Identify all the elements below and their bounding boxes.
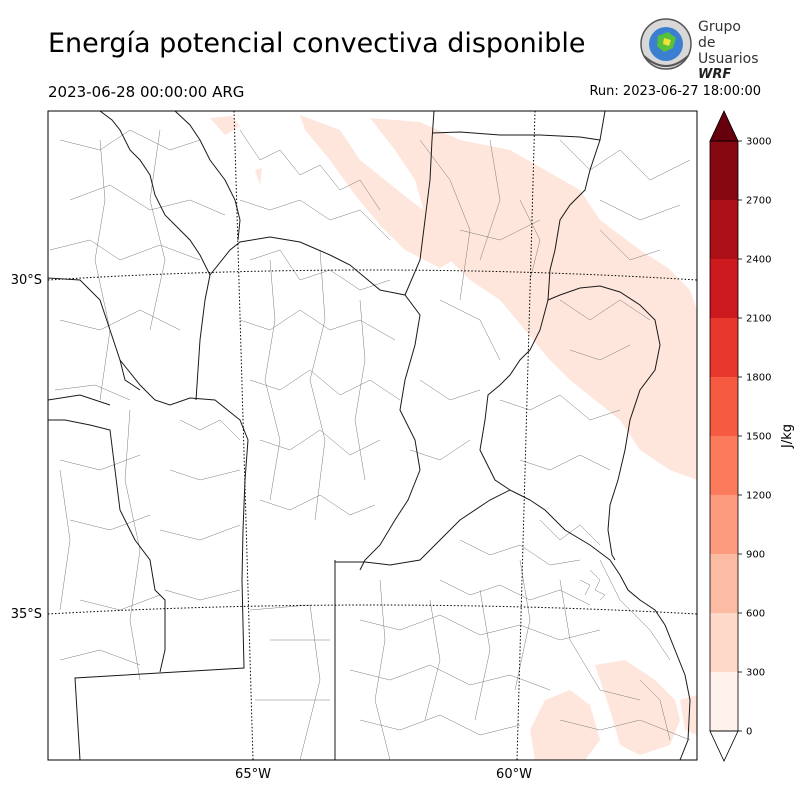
colorbar-bin bbox=[710, 672, 738, 731]
lat-label-30s: 30°S bbox=[11, 273, 42, 288]
colorbar-tick-label: 900 bbox=[746, 550, 765, 561]
globe-icon bbox=[640, 18, 692, 70]
map-frame bbox=[47, 110, 698, 761]
colorbar-bin bbox=[710, 259, 738, 318]
colorbar-tick-label: 1500 bbox=[746, 432, 771, 443]
province-boundaries bbox=[48, 111, 691, 760]
colorbar-tick-label: 2400 bbox=[746, 255, 771, 266]
colorbar: 0 300 600 900 1200 1500 1800 2100 2400 2700 3000 J… bbox=[709, 110, 795, 762]
colorbar-tick-label: 600 bbox=[746, 609, 765, 620]
colorbar-tick-label: 300 bbox=[746, 668, 765, 679]
logo-line1: Grupo de bbox=[698, 19, 741, 51]
colorbar-tick-label: 1200 bbox=[746, 491, 771, 502]
colorbar-bin bbox=[710, 495, 738, 554]
colorbar-bin bbox=[710, 318, 738, 377]
cape-shading bbox=[210, 115, 697, 760]
map-panel bbox=[48, 111, 697, 760]
valid-time: 2023-06-28 00:00:00 ARG bbox=[48, 83, 245, 101]
colorbar-tick-label: 3000 bbox=[746, 137, 771, 148]
lon-label-60w: 60°W bbox=[496, 767, 532, 782]
colorbar-tick-label: 1800 bbox=[746, 373, 771, 384]
colorbar-under-arrow bbox=[709, 730, 739, 762]
logo-line2: Usuarios bbox=[698, 51, 759, 67]
colorbar-bin bbox=[710, 554, 738, 613]
colorbar-bin bbox=[710, 200, 738, 259]
department-boundaries bbox=[49, 129, 691, 760]
colorbar-tick-label: 2100 bbox=[746, 314, 771, 325]
run-time: Run: 2023-06-27 18:00:00 bbox=[589, 84, 761, 99]
page-title: Energía potencial convectiva disponible bbox=[48, 28, 586, 59]
colorbar-bin bbox=[710, 613, 738, 672]
lon-label-65w: 65°W bbox=[235, 767, 271, 782]
graticule bbox=[48, 111, 697, 760]
colorbar-tick-label: 0 bbox=[746, 727, 752, 738]
colorbar-over-arrow bbox=[709, 110, 739, 142]
colorbar-label: J/kg bbox=[780, 424, 795, 449]
lat-label-35s: 35°S bbox=[11, 607, 42, 622]
colorbar-bin bbox=[710, 141, 738, 200]
wrf-logo: Grupo de Usuarios WRF bbox=[638, 16, 759, 82]
logo-line3: WRF bbox=[698, 67, 732, 82]
colorbar-tick-label: 2700 bbox=[746, 196, 771, 207]
colorbar-bin bbox=[710, 377, 738, 436]
colorbar-bin bbox=[710, 436, 738, 495]
